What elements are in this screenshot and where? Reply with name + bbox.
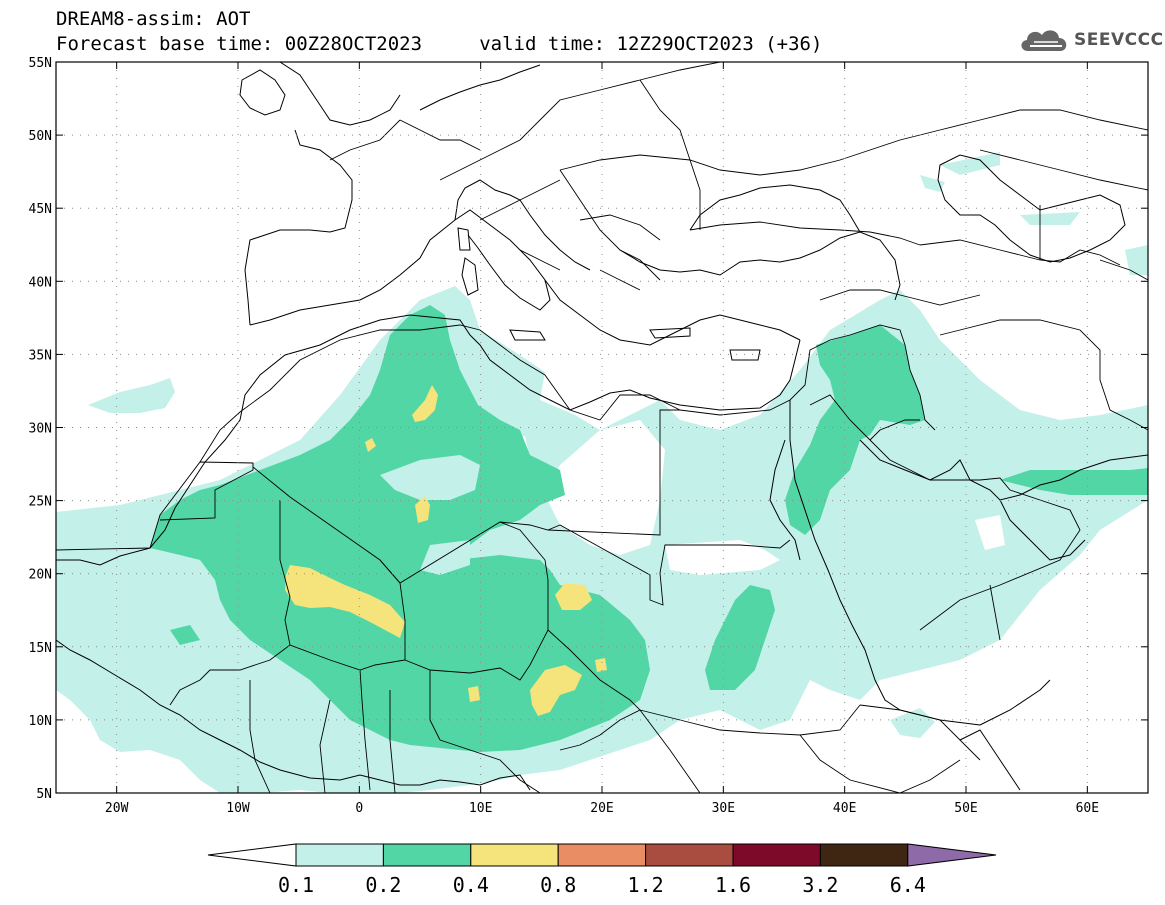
lon-tick-label: 20E <box>590 801 613 816</box>
colorbar: 0.1 0.2 0.4 0.8 1.2 1.6 3.2 6.4 <box>207 843 997 897</box>
lon-tick-label: 0 <box>355 801 363 816</box>
lat-tick-label: 10N <box>29 714 52 729</box>
colorbar-label: 1.2 <box>628 873 664 897</box>
colorbar-label: 0.4 <box>453 873 489 897</box>
forecast-time-info: Forecast base time: 00Z28OCT2023 valid t… <box>56 33 823 55</box>
colorbar-label: 0.8 <box>540 873 576 897</box>
colorbar-label: 1.6 <box>715 873 751 897</box>
colorbar-segment <box>732 843 821 867</box>
colorbar-segment <box>557 843 647 867</box>
lon-tick-label: 50E <box>954 801 977 816</box>
lon-tick-label: 20W <box>105 801 129 816</box>
colorbar-label: 3.2 <box>802 873 838 897</box>
colorbar-segment <box>645 843 734 867</box>
country-boundaries <box>56 62 1148 793</box>
lat-tick-label: 5N <box>36 787 52 802</box>
colorbar-max-arrow <box>907 843 997 867</box>
seevccc-logo: SEEVCCC <box>1018 24 1164 56</box>
lon-tick-label: 10E <box>469 801 492 816</box>
colorbar-label: 0.2 <box>365 873 401 897</box>
lat-tick-label: 20N <box>29 568 52 583</box>
colorbar-label: 0.1 <box>278 873 314 897</box>
lon-tick-label: 40E <box>833 801 856 816</box>
lat-tick-label: 30N <box>29 422 52 437</box>
colorbar-segment <box>382 843 472 867</box>
map-title: DREAM8-assim: AOT <box>56 8 251 30</box>
colorbar-segment <box>470 843 559 867</box>
cloud-icon <box>1021 30 1067 51</box>
map-axes: 55N 50N 45N 40N 35N 30N 25N 20N 15N 10N 5N 20W 10W 0 1… <box>29 56 1148 816</box>
lat-tick-label: 35N <box>29 348 52 363</box>
lat-tick-label: 15N <box>29 641 52 656</box>
lat-tick-label: 55N <box>29 56 52 71</box>
lat-tick-label: 40N <box>29 275 52 290</box>
colorbar-segment <box>819 843 909 867</box>
aot-level-0.4 <box>285 385 607 716</box>
logo-text: SEEVCCC <box>1074 30 1164 50</box>
aot-level-0.2-gaps <box>380 455 480 575</box>
lat-tick-label: 25N <box>29 495 52 510</box>
colorbar-label: 6.4 <box>890 873 926 897</box>
lon-tick-label: 10W <box>226 801 250 816</box>
lon-tick-label: 60E <box>1076 801 1099 816</box>
lon-tick-label: 30E <box>712 801 735 816</box>
colorbar-segment <box>295 843 384 867</box>
lat-tick-label: 45N <box>29 202 52 217</box>
aot-level-0.2 <box>150 305 1148 752</box>
coastlines <box>56 62 1148 791</box>
lat-tick-label: 50N <box>29 129 52 144</box>
colorbar-min-arrow <box>207 843 297 867</box>
aot-field <box>56 62 1148 793</box>
aot-clear-areas <box>510 420 1130 650</box>
